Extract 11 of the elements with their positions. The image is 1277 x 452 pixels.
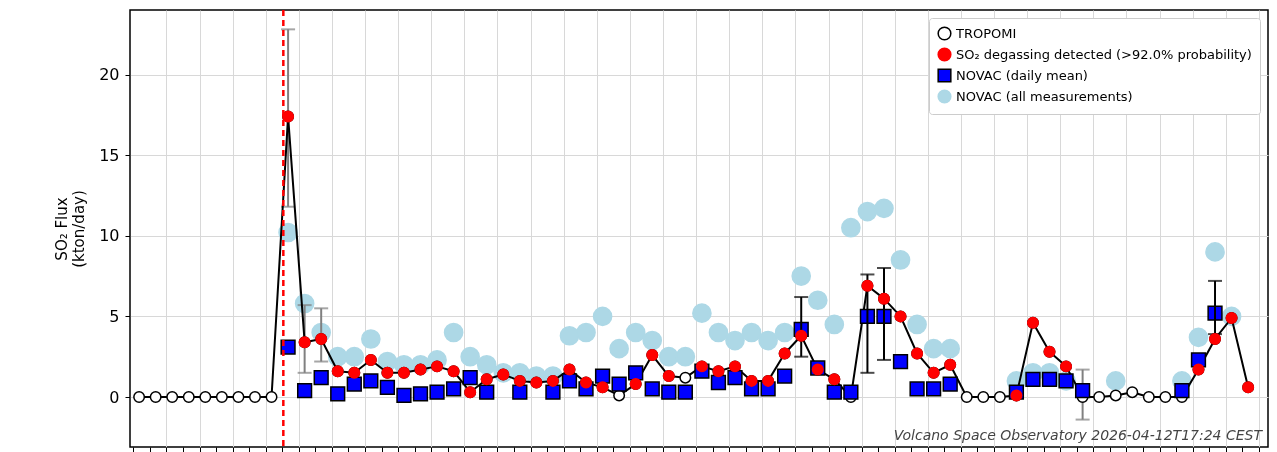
y-tick-label: 0	[109, 387, 120, 407]
annotation: Volcano Space Observatory 2026-04-12T17:24 CEST	[893, 427, 1264, 443]
legend-label: NOVAC (daily mean)	[956, 67, 1088, 83]
y-tick-label: 5	[109, 306, 120, 326]
y-tick-label: 20	[99, 65, 120, 84]
legend-label: TROPOMI	[955, 25, 1017, 41]
legend-label: SO₂ degassing detected (>92.0% probability)	[956, 46, 1252, 62]
y-tick-label: 10	[99, 226, 120, 246]
legend-label: NOVAC (all measurements)	[956, 88, 1133, 104]
y-axis-title: SO₂ Flux (kton/day)	[53, 190, 89, 268]
y-tick-label: 15	[99, 145, 120, 165]
